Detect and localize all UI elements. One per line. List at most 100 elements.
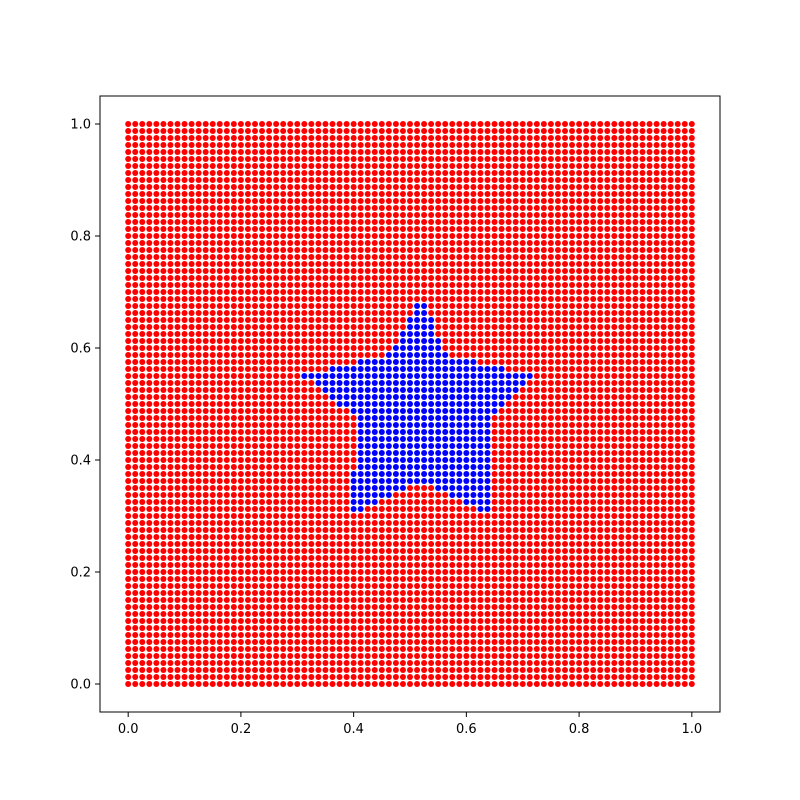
data-point-outside <box>357 345 364 351</box>
data-point-outside <box>237 513 244 519</box>
data-point-inside <box>378 485 385 491</box>
data-point-outside <box>280 296 287 302</box>
data-point-outside <box>421 282 428 288</box>
data-point-outside <box>160 303 167 309</box>
data-point-outside <box>498 226 505 232</box>
data-point-outside <box>287 380 294 386</box>
data-point-outside <box>385 310 392 316</box>
data-point-outside <box>463 674 470 680</box>
data-point-outside <box>470 317 477 323</box>
data-point-outside <box>392 275 399 281</box>
data-point-outside <box>181 450 188 456</box>
data-point-inside <box>414 324 421 330</box>
data-point-inside <box>399 359 406 365</box>
data-point-outside <box>547 282 554 288</box>
data-point-outside <box>491 296 498 302</box>
data-point-outside <box>470 135 477 141</box>
data-point-outside <box>505 345 512 351</box>
data-point-outside <box>463 513 470 519</box>
data-point-outside <box>554 548 561 554</box>
data-point-outside <box>512 394 519 400</box>
data-point-outside <box>385 667 392 673</box>
data-point-outside <box>350 527 357 533</box>
data-point-outside <box>209 499 216 505</box>
data-point-outside <box>308 674 315 680</box>
data-point-outside <box>146 233 153 239</box>
data-point-outside <box>244 394 251 400</box>
data-point-outside <box>484 331 491 337</box>
data-point-outside <box>287 296 294 302</box>
data-point-outside <box>526 499 533 505</box>
data-point-outside <box>435 590 442 596</box>
data-point-outside <box>407 618 413 624</box>
data-point-outside <box>322 639 329 645</box>
data-point-outside <box>294 394 301 400</box>
data-point-outside <box>315 555 322 561</box>
data-point-outside <box>146 408 153 414</box>
data-point-outside <box>273 450 280 456</box>
data-point-outside <box>308 184 315 190</box>
data-point-outside <box>463 198 470 204</box>
data-point-inside <box>336 366 343 372</box>
data-point-outside <box>301 492 308 498</box>
data-point-outside <box>244 142 251 148</box>
data-point-outside <box>435 597 442 603</box>
data-point-outside <box>209 506 216 512</box>
data-point-outside <box>449 590 456 596</box>
data-point-outside <box>230 646 237 652</box>
data-point-outside <box>414 597 421 603</box>
data-point-outside <box>188 422 195 428</box>
data-point-outside <box>442 156 449 162</box>
data-point-outside <box>533 527 540 533</box>
data-point-outside <box>442 674 449 680</box>
data-point-outside <box>315 422 322 428</box>
data-point-outside <box>259 422 266 428</box>
data-point-outside <box>259 569 266 575</box>
data-point-outside <box>350 555 357 561</box>
data-point-outside <box>364 156 371 162</box>
data-point-outside <box>322 534 329 540</box>
data-point-outside <box>329 534 336 540</box>
data-point-outside <box>428 513 435 519</box>
data-point-outside <box>294 317 301 323</box>
data-point-outside <box>512 457 519 463</box>
data-point-outside <box>195 149 202 155</box>
data-point-outside <box>301 660 308 666</box>
data-point-outside <box>378 240 385 246</box>
data-point-outside <box>167 597 174 603</box>
data-point-outside <box>139 534 146 540</box>
data-point-outside <box>442 338 449 344</box>
data-point-outside <box>125 450 132 456</box>
data-point-outside <box>547 359 554 365</box>
data-point-outside <box>280 380 287 386</box>
data-point-outside <box>484 135 491 141</box>
data-point-outside <box>477 247 484 253</box>
data-point-inside <box>414 366 421 372</box>
data-point-outside <box>146 541 153 547</box>
data-point-outside <box>512 632 519 638</box>
data-point-outside <box>280 492 287 498</box>
data-point-outside <box>554 583 561 589</box>
data-point-outside <box>266 331 273 337</box>
data-point-outside <box>491 632 498 638</box>
data-point-outside <box>491 625 498 631</box>
data-point-outside <box>498 513 505 519</box>
data-point-outside <box>308 289 315 295</box>
data-point-outside <box>252 170 258 176</box>
data-point-outside <box>343 443 350 449</box>
data-point-outside <box>385 625 392 631</box>
data-point-outside <box>378 156 385 162</box>
data-point-outside <box>378 681 385 687</box>
data-point-outside <box>554 352 561 358</box>
data-point-outside <box>336 149 343 155</box>
data-point-outside <box>435 219 442 225</box>
data-point-outside <box>125 331 132 337</box>
data-point-outside <box>442 548 449 554</box>
data-point-outside <box>259 261 266 267</box>
data-point-outside <box>414 170 421 176</box>
data-point-outside <box>322 513 329 519</box>
data-point-outside <box>392 156 399 162</box>
data-point-inside <box>470 401 477 407</box>
data-point-outside <box>294 653 301 659</box>
data-point-outside <box>414 681 421 687</box>
